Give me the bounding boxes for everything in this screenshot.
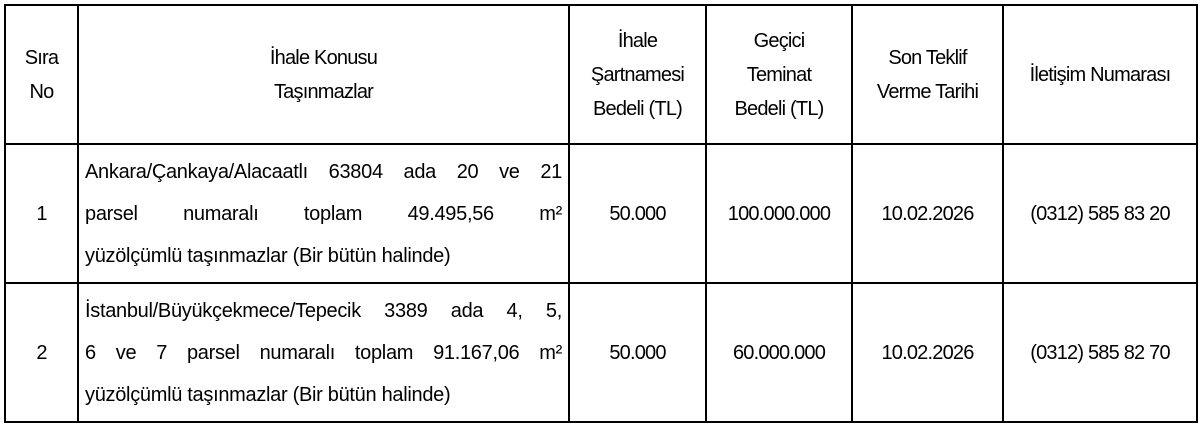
- header-text: İhale: [617, 29, 658, 52]
- header-text: Teminat: [746, 63, 812, 86]
- header-text: Son Teklif: [888, 46, 967, 69]
- desc-line: yüzölçümlü taşınmazlar (Bir bütün halind…: [85, 383, 451, 406]
- cell-sartname: 50.000: [568, 282, 707, 423]
- table-row: 2 İstanbul/Büyükçekmece/Tepecik 3389 ada…: [4, 282, 1198, 423]
- desc-line: yüzölçümlü taşınmazlar (Bir bütün halind…: [85, 244, 451, 267]
- header-text: Geçici: [753, 29, 806, 52]
- header-text: No: [29, 80, 55, 103]
- header-ihale-konusu: İhale Konusu Taşınmazlar: [77, 4, 570, 145]
- cell-teminat: 60.000.000: [705, 282, 853, 423]
- cell-iletisim: (0312) 585 83 20: [1002, 143, 1198, 284]
- header-sartname-bedeli: İhale Şartnamesi Bedeli (TL): [568, 4, 707, 145]
- cell-description: İstanbul/Büyükçekmece/Tepecik 3389 ada 4…: [77, 282, 570, 423]
- desc-line: İstanbul/Büyükçekmece/Tepecik 3389 ada 4…: [85, 299, 562, 322]
- cell-sartname: 50.000: [568, 143, 707, 284]
- header-text: Taşınmazlar: [273, 80, 374, 103]
- header-gecici-teminat: Geçici Teminat Bedeli (TL): [705, 4, 853, 145]
- desc-line: Ankara/Çankaya/Alacaatlı 63804 ada 20 ve…: [85, 160, 562, 183]
- header-text: İhale Konusu: [269, 46, 378, 69]
- header-row: Sıra No İhale Konusu Taşınmazlar İhale Şart…: [4, 4, 1198, 145]
- header-text: Şartnamesi: [590, 63, 685, 86]
- desc-line: parsel numaralı toplam 49.495,56 m²: [85, 202, 562, 225]
- cell-no: 2: [4, 282, 79, 423]
- header-iletisim: İletişim Numarası: [1002, 4, 1198, 145]
- header-text: Bedeli (TL): [734, 97, 824, 120]
- cell-tarih: 10.02.2026: [851, 282, 1004, 423]
- cell-teminat: 100.000.000: [705, 143, 853, 284]
- header-sira-no: Sıra No: [4, 4, 79, 145]
- cell-no: 1: [4, 143, 79, 284]
- tender-table: Sıra No İhale Konusu Taşınmazlar İhale Şart…: [4, 4, 1198, 423]
- header-text: Verme Tarihi: [876, 80, 979, 103]
- cell-iletisim: (0312) 585 82 70: [1002, 282, 1198, 423]
- header-text: Bedeli (TL): [592, 97, 683, 120]
- cell-description: Ankara/Çankaya/Alacaatlı 63804 ada 20 ve…: [77, 143, 570, 284]
- desc-line: 6 ve 7 parsel numaralı toplam 91.167,06 …: [85, 341, 562, 364]
- header-son-teklif-tarihi: Son Teklif Verme Tarihi: [851, 4, 1004, 145]
- table-row: 1 Ankara/Çankaya/Alacaatlı 63804 ada 20 …: [4, 143, 1198, 284]
- cell-tarih: 10.02.2026: [851, 143, 1004, 284]
- header-text: Sıra: [24, 46, 59, 69]
